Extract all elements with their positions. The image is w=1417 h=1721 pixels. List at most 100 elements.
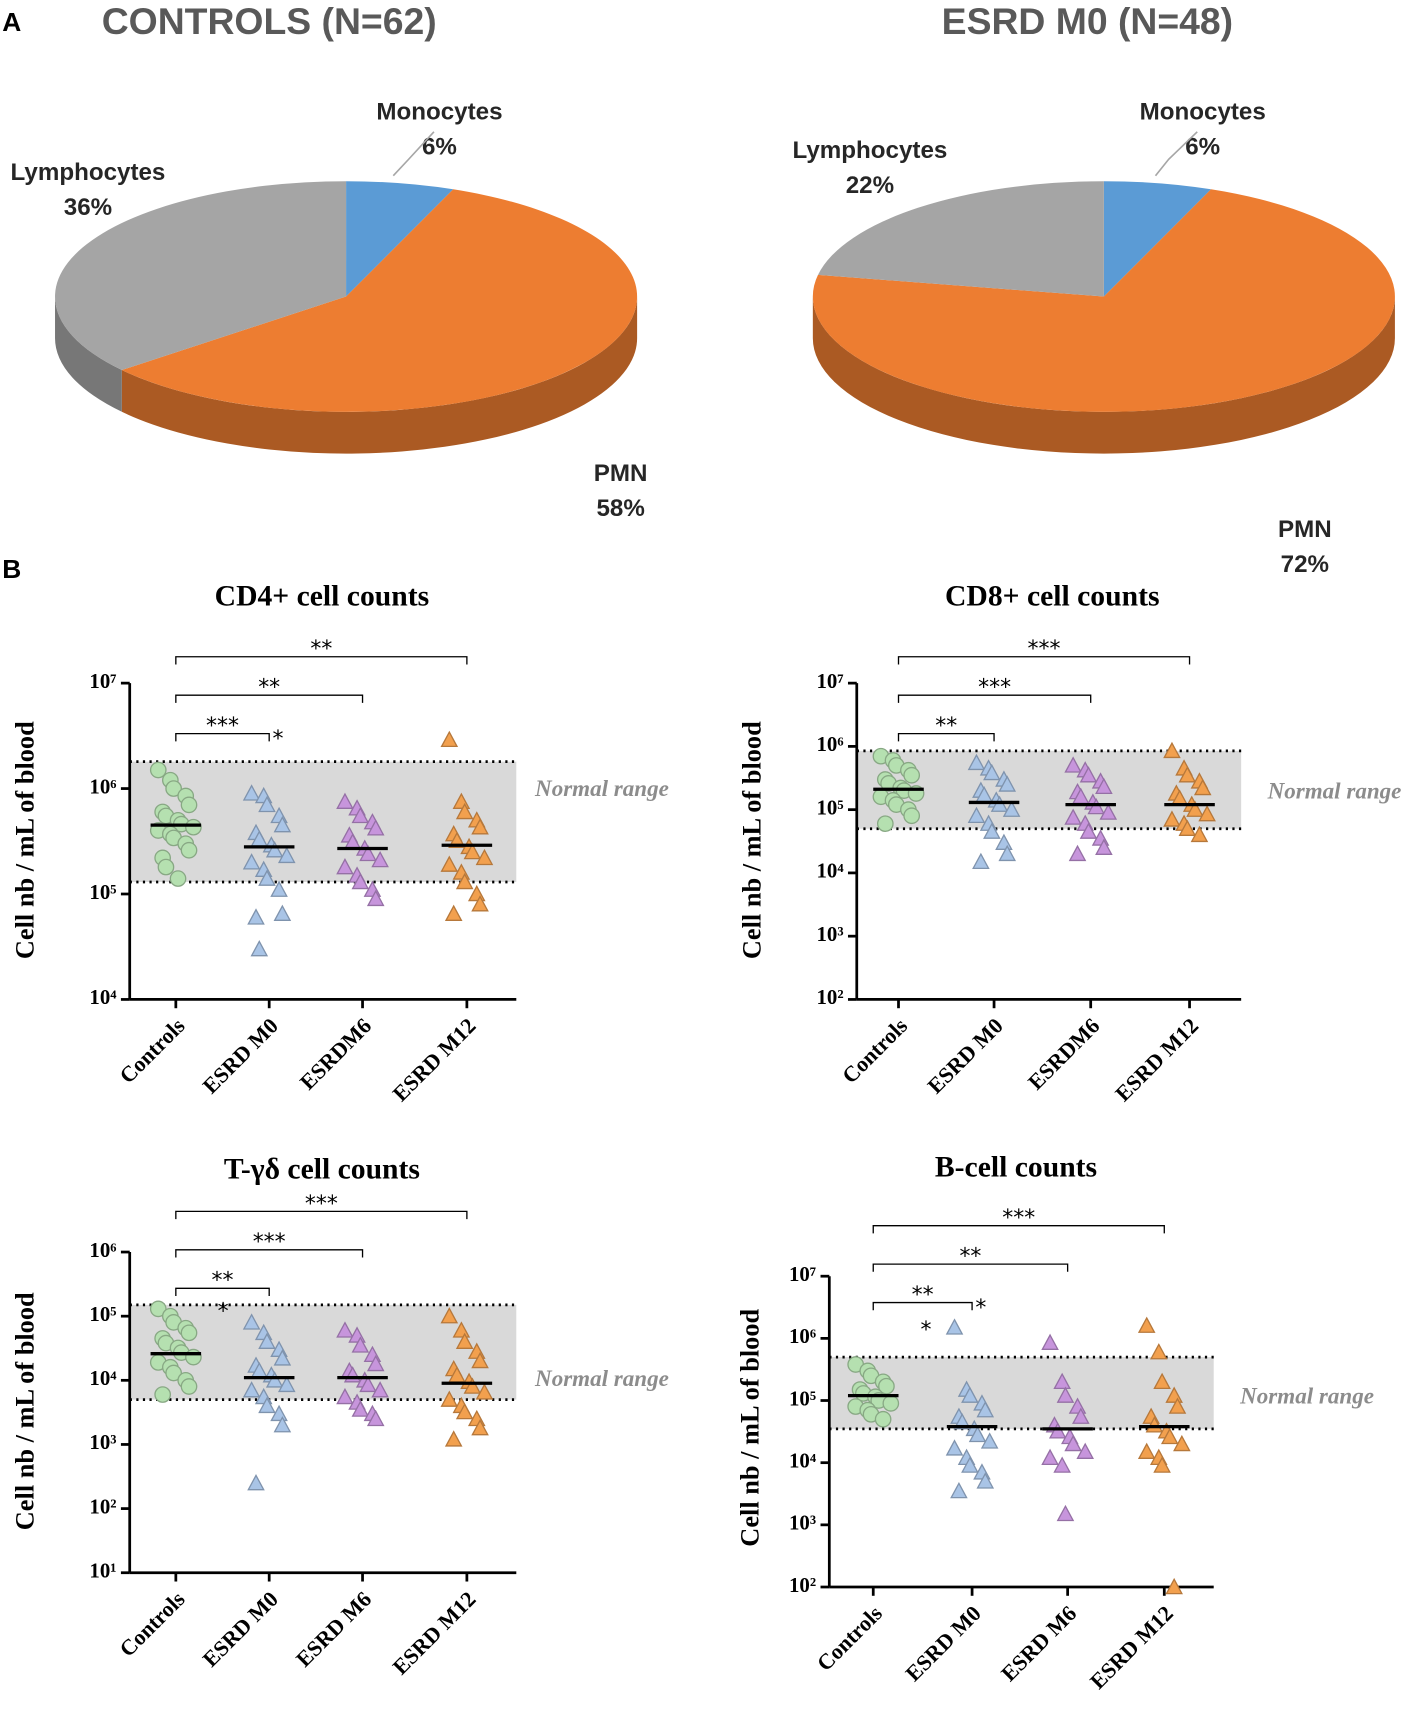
data-point (366, 1409, 385, 1427)
y-tick-label: 10² (89, 1494, 116, 1518)
significance-bracket (175, 732, 270, 742)
y-axis-label: Cell nb / mL of blood (735, 1308, 764, 1546)
data-point (455, 1332, 474, 1349)
y-tick-label: 10⁴ (89, 985, 117, 1009)
pie-slice (55, 181, 347, 371)
y-tick-label: 10⁶ (89, 1238, 116, 1262)
data-point (1186, 800, 1204, 817)
data-point (1163, 741, 1181, 759)
data-point (1076, 1442, 1095, 1459)
significance-label: *** (305, 1192, 338, 1217)
slice-label: Lymphocytes (793, 137, 948, 164)
data-point (452, 1321, 471, 1338)
data-point (265, 1371, 284, 1388)
significance-bracket (175, 1210, 468, 1220)
data-point (440, 1390, 459, 1407)
data-point (961, 1456, 979, 1473)
data-point (1150, 1343, 1168, 1360)
x-tick-label: ESRD M12 (387, 1013, 480, 1106)
data-point (1087, 797, 1105, 815)
significance-label: *** (1002, 1206, 1035, 1231)
y-tick-label: 10³ (816, 922, 843, 946)
data-point (277, 1375, 296, 1393)
significance-label: *** (978, 676, 1011, 701)
pie-slice (121, 189, 638, 412)
slice-value: 72% (1281, 551, 1329, 578)
y-tick-label: 10³ (789, 1511, 816, 1535)
y-tick-label: 10⁵ (789, 1386, 816, 1410)
y-tick-label: 10⁴ (816, 859, 844, 883)
slice-value: 6% (422, 134, 457, 161)
data-point (998, 844, 1017, 862)
significance-label: ** (212, 1269, 234, 1294)
data-point (258, 1396, 276, 1414)
data-point (273, 904, 292, 921)
data-point (250, 940, 269, 957)
data-point (359, 1375, 377, 1393)
panel-letter: B (2, 554, 21, 584)
data-point (444, 1430, 463, 1447)
data-point (440, 730, 459, 748)
y-tick-label: 10⁷ (89, 669, 116, 693)
data-point (1190, 825, 1209, 843)
significance-bracket (897, 694, 1092, 703)
data-point (265, 841, 284, 858)
data-point (1160, 1427, 1179, 1445)
data-point (967, 806, 986, 824)
data-point (157, 858, 175, 876)
data-point (1053, 1372, 1071, 1390)
data-point (273, 1416, 292, 1433)
leader-line (392, 131, 435, 177)
data-point (1041, 1333, 1059, 1350)
data-point (336, 1387, 354, 1405)
data-point (1002, 800, 1021, 817)
data-point (878, 1377, 895, 1395)
data-point (874, 1410, 892, 1428)
data-point (903, 766, 921, 784)
data-point (1079, 766, 1098, 783)
data-point (247, 1473, 265, 1491)
data-point (950, 1481, 968, 1499)
y-tick-label: 10¹ (89, 1559, 116, 1583)
significance-note: * (272, 727, 283, 752)
data-point (258, 869, 276, 886)
data-point (995, 833, 1013, 850)
data-point (185, 1348, 202, 1366)
data-point (351, 806, 370, 824)
pie-slice (1103, 181, 1212, 297)
y-axis-label: Cell nb / mL of blood (738, 721, 767, 959)
data-point (180, 1324, 198, 1342)
y-tick-label: 10⁴ (89, 1366, 117, 1390)
slice-label: Lymphocytes (11, 159, 166, 186)
data-point (983, 763, 1001, 781)
data-point (1137, 1316, 1156, 1333)
annotation: * (218, 1299, 229, 1324)
data-point (180, 1378, 198, 1395)
data-point (1198, 805, 1216, 822)
data-point (154, 1386, 172, 1403)
data-point (440, 855, 459, 872)
data-point (1165, 1577, 1183, 1595)
data-point (1056, 1504, 1075, 1522)
data-point (242, 1381, 261, 1398)
data-point (903, 807, 921, 825)
data-point (444, 904, 463, 921)
data-point (882, 1395, 900, 1412)
significance-bracket (872, 1225, 1165, 1234)
x-tick-label: ESRD M0 (197, 1013, 282, 1098)
data-point (180, 841, 198, 859)
data-point (455, 802, 474, 820)
data-point (273, 816, 292, 833)
normal-range-label: Normal range (534, 1365, 669, 1391)
data-point (463, 1377, 482, 1394)
y-tick-label: 10⁷ (816, 669, 843, 693)
y-tick-label: 10⁷ (789, 1262, 816, 1286)
significance-label: ** (959, 1245, 981, 1270)
data-point (976, 1472, 995, 1489)
data-point (180, 796, 198, 814)
slice-label: Monocytes (376, 98, 502, 125)
data-point (968, 1425, 987, 1443)
chart-title: CD4+ cell counts (215, 580, 429, 612)
data-point (371, 850, 389, 868)
